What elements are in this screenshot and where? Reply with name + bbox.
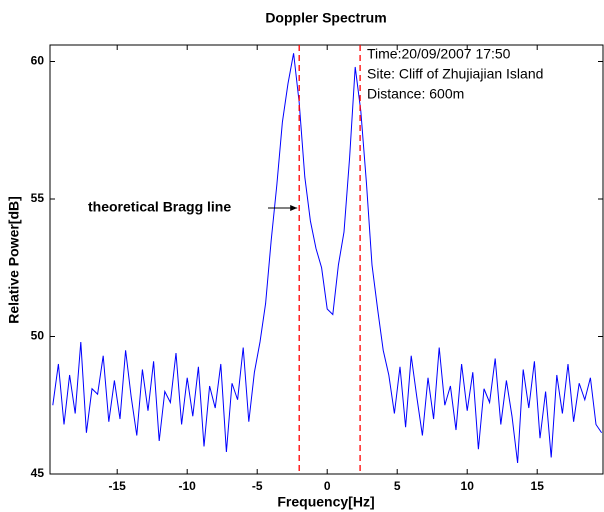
- info-text: Distance: 600m: [367, 86, 464, 102]
- y-axis-label: Relative Power[dB]: [6, 196, 22, 324]
- plot-area: [49, 44, 604, 475]
- spectrum-line: [52, 53, 603, 464]
- x-tick-label: -15: [109, 479, 127, 493]
- x-tick-label: -5: [252, 479, 263, 493]
- y-tick-label: 50: [31, 329, 45, 343]
- x-tick-label: 0: [324, 479, 331, 493]
- x-tick-label: 5: [394, 479, 401, 493]
- x-axis-label: Frequency[Hz]: [277, 494, 374, 510]
- chart-title: Doppler Spectrum: [265, 10, 386, 26]
- y-tick-label: 45: [31, 466, 45, 480]
- annotation: theoretical Bragg line: [88, 199, 231, 215]
- x-tick-label: 15: [531, 479, 545, 493]
- x-tick-label: 10: [461, 479, 475, 493]
- x-tick-label: -10: [179, 479, 197, 493]
- y-tick-label: 55: [31, 191, 45, 205]
- info-text: Time:20/09/2007 17:50: [367, 46, 511, 62]
- info-text: Site: Cliff of Zhujiajian Island: [367, 66, 543, 82]
- y-tick-label: 60: [31, 54, 45, 68]
